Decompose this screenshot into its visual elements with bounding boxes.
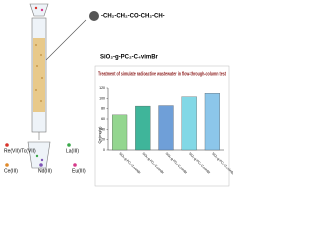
ion-dot: [34, 6, 38, 10]
silica-sphere: [89, 11, 99, 21]
y-tick-label: 60: [101, 117, 105, 121]
packing: [33, 38, 45, 112]
x-tick-label: SiO₂-g-PC₂-C₄vimBr: [141, 151, 165, 175]
y-tick-label: 20: [101, 138, 105, 142]
x-tick-label: SiO₂-g-PC₂-C₈vimBr: [188, 151, 212, 175]
structure: -CH₂-CH₂-CO-CH₂-CH-: [101, 14, 165, 20]
particles: [35, 44, 43, 102]
y-tick-label: 120: [99, 86, 105, 90]
ion-label: La(III): [66, 148, 79, 154]
ion-dot: [35, 154, 39, 158]
y-tick-label: 0: [103, 148, 105, 152]
graphic: -CH₂-CH₂-CO-CH₂-CH- SiO₂-g-PC₂-C₄vimBr T…: [4, 3, 233, 187]
ion-label: Nd(III): [38, 168, 52, 174]
flask: [27, 132, 51, 169]
ion-dot: [5, 143, 9, 147]
bar: [204, 93, 220, 151]
x-tick-label: SiO₂-g-PC₂-C₆vimBr: [165, 151, 189, 175]
y-axis-label: Qe(mg/g): [97, 126, 102, 144]
bar: [158, 105, 174, 151]
ion-dot: [40, 158, 44, 162]
x-tick-label: SiO₂-g-PC₂-C₂vimBr: [118, 151, 142, 175]
arrow: [45, 19, 87, 61]
ion-label: Ce(III): [4, 168, 18, 174]
ion-dot: [67, 143, 71, 147]
funnel: [29, 3, 49, 17]
ion-label: Eu(III): [72, 168, 86, 174]
adsorbent-label: SiO₂-g-PC₂-C₄vimBr: [100, 55, 159, 61]
ion-dot: [5, 163, 9, 167]
y-tick-label: 100: [99, 96, 105, 100]
ion-dot: [73, 163, 77, 167]
chart-frame: [94, 65, 230, 187]
chart-title: Treatment of simulate radioactive wastew…: [98, 71, 226, 77]
bar: [181, 96, 197, 151]
ion-dot: [40, 8, 44, 12]
y-tick-label: 80: [101, 107, 105, 111]
ion-label: Re(VII)/Tc(VII): [4, 148, 36, 154]
bar: [112, 114, 128, 151]
x-tick-label: SiO₂-g-PC₂-C₁₀vimBr: [211, 151, 233, 176]
bar: [135, 105, 151, 151]
ion-dot: [39, 163, 43, 167]
y-tick-label: 40: [101, 127, 105, 131]
